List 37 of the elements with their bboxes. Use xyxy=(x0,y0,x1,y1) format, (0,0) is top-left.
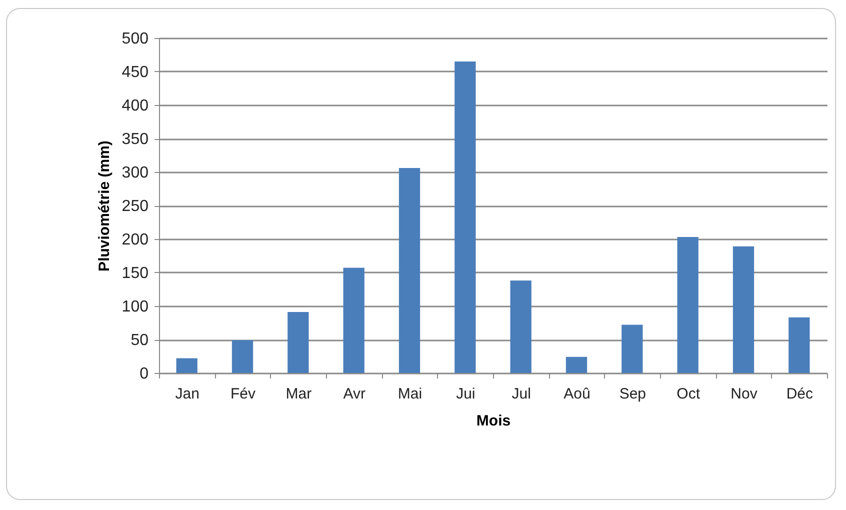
x-tick-label: Jui xyxy=(456,386,476,402)
y-tick-label: 0 xyxy=(140,366,149,382)
x-tick-label: Oct xyxy=(676,386,701,402)
y-tick-label: 350 xyxy=(122,131,149,148)
bar xyxy=(343,268,364,373)
bar xyxy=(232,340,254,373)
bar xyxy=(510,280,532,373)
y-tick-label: 200 xyxy=(122,232,149,248)
bar xyxy=(566,356,588,373)
y-tick-label: 450 xyxy=(122,64,149,81)
bar xyxy=(732,246,754,373)
x-tick-label: Aoû xyxy=(564,386,590,402)
x-tick-label: Mai xyxy=(398,386,422,402)
bar xyxy=(398,168,420,373)
x-tick-label: Sep xyxy=(619,386,646,402)
bar xyxy=(454,61,476,373)
y-tick-label: 500 xyxy=(122,30,149,48)
y-tick-label: 50 xyxy=(130,332,149,349)
y-axis-title: Pluviométrie (mm) xyxy=(96,140,113,272)
bar xyxy=(622,324,643,373)
x-tick-label: Avr xyxy=(343,386,366,402)
x-axis-title: Mois xyxy=(476,412,511,430)
bar xyxy=(677,236,698,373)
bar xyxy=(288,312,309,373)
x-tick-label: Fév xyxy=(230,386,256,402)
x-tick-label: Déc xyxy=(786,386,814,402)
y-tick-label: 100 xyxy=(122,298,149,316)
x-tick-label: Jul xyxy=(512,386,531,402)
y-tick-label: 400 xyxy=(122,98,149,114)
x-tick-label: Jan xyxy=(175,386,200,402)
y-tick-label: 300 xyxy=(122,164,149,182)
bar xyxy=(788,317,810,373)
y-tick-label: 250 xyxy=(122,198,149,215)
x-tick-label: Nov xyxy=(730,386,758,402)
y-tick-label: 150 xyxy=(122,265,149,282)
bar xyxy=(176,358,198,373)
x-tick-label: Mar xyxy=(286,386,312,402)
